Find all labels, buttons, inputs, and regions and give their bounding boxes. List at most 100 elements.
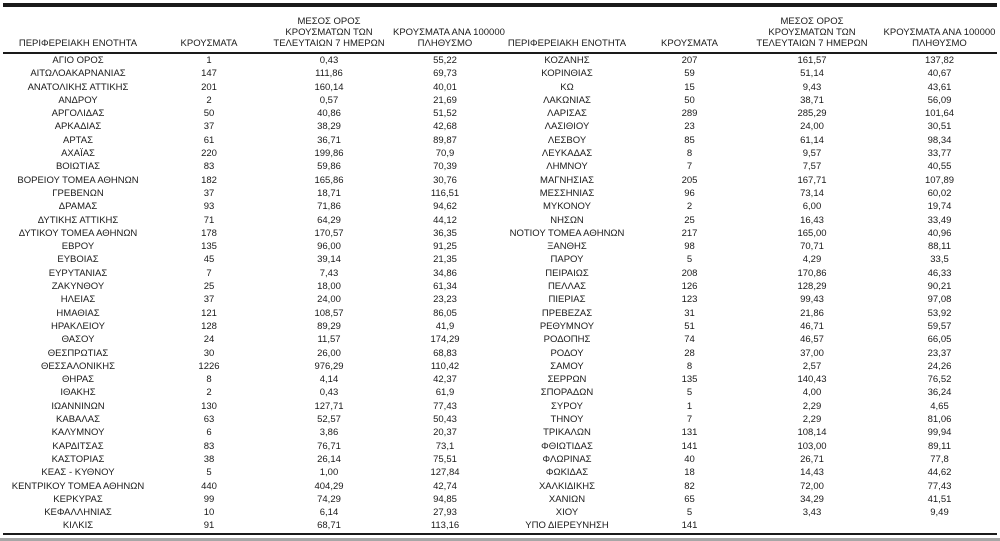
region-name-cell: ΒΟΙΩΤΙΑΣ (55, 161, 101, 173)
value-cell: 6 (206, 427, 212, 439)
region-name-cell: ΑΙΤΩΛΟΑΚΑΡΝΑΝΙΑΣ (30, 68, 126, 80)
value-cell: 289 (681, 108, 698, 120)
region-name-cell: ΠΕΛΛΑΣ (547, 281, 587, 293)
table-row: ΚΕΑΣ - ΚΥΘΝΟΥ 5 1,00 127,84 ΦΩΚΙΔΑΣ 18 14,43 44… (3, 466, 997, 479)
value-cell: 82 (684, 480, 695, 492)
region-name-cell: ΕΥΒΟΙΑΣ (57, 254, 99, 266)
value-cell: 130 (201, 400, 217, 412)
value-cell: 140,43 (797, 374, 827, 386)
value-cell: 40 (684, 453, 695, 465)
value-cell: 42,68 (433, 121, 457, 133)
table-row: ΚΑΛΥΜΝΟΥ 6 3,86 20,37 ΤΡΙΚΑΛΩΝ 131 108,14 99,94 (3, 426, 997, 439)
value-cell: 36,71 (317, 134, 341, 146)
value-cell: 60,02 (927, 187, 952, 199)
value-cell: 217 (681, 227, 698, 239)
value-cell: 77,43 (927, 480, 952, 492)
region-name-cell: ΒΟΡΕΙΟΥ ΤΟΜΕΑ ΑΘΗΝΩΝ (17, 174, 139, 186)
value-cell: 94,85 (433, 493, 457, 505)
value-cell: 135 (681, 374, 698, 386)
value-cell: 28 (684, 347, 695, 359)
value-cell: 98 (684, 241, 695, 253)
table-row: ΑΡΚΑΔΙΑΣ 37 38,29 42,68 ΛΑΣΙΘΙΟΥ 23 24,00 30,51 (3, 120, 997, 133)
value-cell: 182 (201, 174, 217, 186)
value-cell: 23 (684, 121, 695, 133)
region-name-cell: ΙΘΑΚΗΣ (60, 387, 96, 399)
value-cell: 36,35 (433, 227, 457, 239)
region-name-cell: ΦΩΚΙΔΑΣ (545, 467, 589, 479)
table-row: ΘΕΣΠΡΩΤΙΑΣ 30 26,00 68,83 ΡΟΔΟΥ 28 37,00 23,37 (3, 347, 997, 360)
value-cell: 74 (684, 334, 695, 346)
value-cell: 43,61 (927, 81, 952, 93)
region-name-cell: ΚΑΛΥΜΝΟΥ (51, 427, 105, 439)
value-cell: 24,00 (800, 121, 824, 133)
value-cell: 178 (201, 227, 217, 239)
value-cell: 89,11 (927, 440, 952, 452)
value-cell: 24,00 (317, 294, 341, 306)
region-name-cell: ΜΑΓΝΗΣΙΑΣ (540, 174, 594, 186)
value-cell: 110,42 (430, 360, 460, 372)
region-name-cell: ΚΟΖΑΝΗΣ (544, 55, 590, 66)
value-cell: 50 (203, 108, 215, 120)
value-cell: 42,37 (433, 374, 457, 386)
value-cell: 33,49 (927, 214, 952, 226)
value-cell: 440 (201, 480, 217, 492)
region-name-cell: ΚΕΡΚΥΡΑΣ (53, 493, 103, 505)
value-cell: 170,57 (314, 227, 344, 239)
value-cell: 99,43 (800, 294, 824, 306)
table-row: ΑΙΤΩΛΟΑΚΑΡΝΑΝΙΑΣ 147 111,86 69,73 ΚΟΡΙΝΘΙΑΣ 5… (3, 67, 997, 80)
table-row: ΘΕΣΣΑΛΟΝΙΚΗΣ 1226 976,29 110,42 ΣΑΜΟΥ 8 2,57 24… (3, 360, 997, 373)
value-cell: 46,33 (927, 267, 952, 279)
value-cell: 111,86 (315, 68, 343, 80)
value-cell: 3,43 (802, 507, 822, 519)
value-cell: 91,25 (433, 241, 457, 253)
region-name-cell: ΚΙΛΚΙΣ (62, 520, 94, 532)
table-row: ΕΥΒΟΙΑΣ 45 39,14 21,35 ΠΑΡΟΥ 5 4,29 33,5 (3, 253, 997, 266)
value-cell: 27,93 (433, 507, 457, 519)
value-cell: 21,86 (800, 307, 824, 319)
value-cell: 1 (686, 400, 693, 412)
value-cell: 51,14 (800, 68, 824, 80)
region-name-cell: ΠΡΕΒΕΖΑΣ (541, 307, 593, 319)
value-cell: 38 (203, 453, 215, 465)
value-cell: 2 (206, 387, 212, 399)
value-cell: 4,00 (802, 387, 822, 399)
region-name-cell: ΧΑΝΙΩΝ (548, 493, 586, 505)
value-cell: 42,74 (433, 480, 457, 492)
value-cell: 40,96 (927, 227, 952, 239)
region-name-cell: ΚΑΒΑΛΑΣ (56, 414, 100, 426)
value-cell: 4,14 (319, 374, 339, 386)
region-name-cell: ΘΕΣΣΑΛΟΝΙΚΗΣ (41, 360, 115, 372)
value-cell: 7,43 (319, 267, 339, 279)
value-cell: 3,86 (319, 427, 339, 439)
table-row: ΗΡΑΚΛΕΙΟΥ 128 89,29 41,9 ΡΕΘΥΜΝΟΥ 51 46,71 59,5… (3, 320, 997, 333)
header-per-100000-left: ΚΡΟΥΣΜΑΤΑ ΑΝΑ 100000 ΠΛΗΘΥΣΜΟ (393, 5, 505, 54)
table-row: ΖΑΚΥΝΘΟΥ 25 18,00 61,34 ΠΕΛΛΑΣ 126 128,29 90,21 (3, 280, 997, 293)
region-name-cell: ΣΑΜΟΥ (550, 360, 584, 372)
value-cell: 61,14 (800, 134, 824, 146)
region-name-cell: ΜΥΚΟΝΟΥ (543, 201, 591, 213)
value-cell: 127,71 (314, 400, 344, 412)
header-cases-right: ΚΡΟΥΣΜΑΤΑ (637, 5, 742, 54)
region-name-cell: ΛΑΣΙΘΙΟΥ (544, 121, 590, 133)
value-cell: 76,71 (317, 440, 341, 452)
value-cell: 20,37 (433, 427, 457, 439)
value-cell: 9,49 (930, 507, 949, 519)
region-name-cell: ΦΛΩΡΙΝΑΣ (542, 453, 592, 465)
region-name-cell: ΔΥΤΙΚΗΣ ΑΤΤΙΚΗΣ (37, 214, 119, 226)
value-cell: 285,29 (797, 108, 827, 120)
value-cell: 37,00 (800, 347, 824, 359)
value-cell: 131 (681, 427, 698, 439)
value-cell: 61,34 (433, 281, 457, 293)
value-cell: 61 (203, 134, 215, 146)
table-row: ΔΥΤΙΚΟΥ ΤΟΜΕΑ ΑΘΗΝΩΝ 178 170,57 36,35 ΝΟΤΙΟΥ… (3, 227, 997, 240)
value-cell: 4,65 (930, 400, 949, 412)
table-row: ΚΑΣΤΟΡΙΑΣ 38 26,14 75,51 ΦΛΩΡΙΝΑΣ 40 26,71 77,8 (3, 453, 997, 466)
value-cell: 44,12 (433, 214, 457, 226)
value-cell: 59,86 (317, 161, 341, 173)
value-cell: 9,57 (802, 148, 822, 160)
value-cell: 6,00 (802, 201, 822, 213)
value-cell: 68,83 (433, 347, 457, 359)
value-cell: 108,57 (314, 307, 344, 319)
value-cell: 24,26 (927, 360, 952, 372)
value-cell: 205 (681, 174, 698, 186)
